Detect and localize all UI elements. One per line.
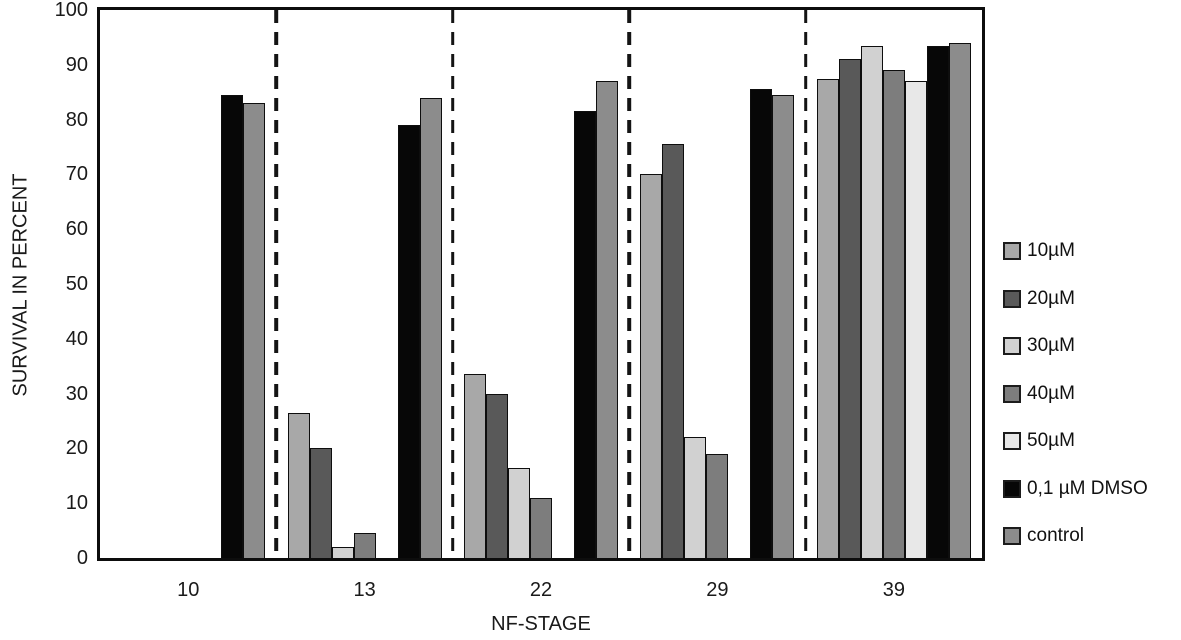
bar-group-stage-10 (100, 10, 276, 558)
legend-label: control (1027, 525, 1085, 546)
bar-control-stage-39 (948, 42, 971, 558)
group-separator-dashed-line (803, 10, 808, 558)
bar-0-1-m-dmso-stage-39 (926, 45, 949, 558)
plot-area (97, 7, 985, 561)
bar-control-stage-10 (243, 103, 266, 558)
legend-item-50-m: 50µM (1003, 430, 1148, 451)
x-tick-label-13: 13 (353, 579, 376, 601)
y-tick-label-10: 10 (65, 492, 88, 515)
bar-group-stage-39 (806, 10, 982, 558)
x-tick-label-39: 39 (882, 579, 905, 601)
bar-20-m-stage-22 (486, 393, 509, 558)
legend-item-control: control (1003, 525, 1148, 546)
bar-control-stage-13 (419, 97, 442, 558)
y-tick-label-60: 60 (65, 218, 88, 241)
x-tick-label-22: 22 (529, 579, 553, 601)
y-tick-label-20: 20 (65, 437, 88, 460)
bar-20-m-stage-39 (838, 59, 861, 558)
bar-20-m-stage-29 (662, 144, 685, 558)
x-tick-label-29: 29 (706, 579, 729, 601)
legend-label: 30µM (1027, 335, 1075, 356)
legend-label: 20µM (1027, 287, 1075, 309)
y-tick-label-30: 30 (65, 382, 88, 405)
bar-10-m-stage-13 (287, 412, 310, 558)
legend-item-20-m: 20µM (1003, 287, 1148, 309)
bar-40-m-stage-29 (706, 453, 729, 558)
bar-control-stage-22 (596, 81, 619, 558)
bar-0-1-m-dmso-stage-10 (221, 94, 244, 558)
bar-0-1-m-dmso-stage-13 (397, 125, 420, 558)
legend-label: 40µM (1027, 382, 1075, 404)
y-tick-label-100: 100 (54, 0, 88, 21)
group-separator-dashed-line (627, 10, 631, 558)
legend-label: 50µM (1027, 430, 1075, 451)
legend-swatch-icon (1003, 337, 1021, 355)
legend-swatch-icon (1003, 479, 1021, 498)
bar-30-m-stage-39 (860, 45, 883, 558)
legend-item-30-m: 30µM (1003, 335, 1148, 356)
legend-swatch-icon (1003, 384, 1021, 403)
bar-group-stage-29 (629, 10, 805, 558)
bar-40-m-stage-39 (882, 70, 905, 558)
bar-0-1-m-dmso-stage-29 (750, 89, 773, 558)
bar-30-m-stage-13 (331, 547, 354, 558)
legend-item-40-m: 40µM (1003, 382, 1148, 404)
legend-swatch-icon (1003, 527, 1021, 545)
legend-item-10-m: 10µM (1003, 240, 1148, 261)
bar-group-stage-13 (276, 10, 452, 558)
bar-40-m-stage-13 (353, 533, 376, 558)
bar-30-m-stage-29 (684, 437, 707, 558)
y-tick-label-70: 70 (65, 163, 88, 186)
legend-swatch-icon (1003, 432, 1021, 450)
bar-40-m-stage-22 (530, 497, 553, 558)
x-axis: 10 13 22 29 39 (100, 579, 982, 602)
bar-group-stage-22 (453, 10, 629, 558)
bar-20-m-stage-13 (309, 448, 332, 558)
x-tick-label-10: 10 (177, 579, 200, 601)
bar-10-m-stage-29 (640, 174, 663, 558)
bar-10-m-stage-22 (464, 374, 487, 558)
bar-10-m-stage-39 (816, 78, 839, 558)
bar-control-stage-29 (772, 94, 795, 558)
y-axis: 100 90 80 70 60 50 40 30 20 10 0 (0, 0, 88, 640)
legend-label: 10µM (1027, 240, 1075, 261)
y-tick-label-0: 0 (76, 547, 88, 569)
legend-item-0-1-m-dmso: 0,1 µM DMSO (1003, 477, 1148, 499)
bar-50-m-stage-39 (904, 81, 927, 558)
group-separator-dashed-line (274, 10, 279, 558)
legend: 10µM 20µM 30µM 40µM 50µM 0,1 µM DMSO control (1003, 240, 1148, 574)
legend-swatch-icon (1003, 289, 1021, 308)
bar-0-1-m-dmso-stage-22 (574, 111, 597, 558)
y-tick-label-90: 90 (65, 53, 88, 76)
x-axis-title: NF-STAGE (491, 613, 591, 635)
y-tick-label-80: 80 (65, 108, 88, 131)
y-tick-label-50: 50 (65, 273, 88, 295)
legend-swatch-icon (1003, 242, 1021, 260)
group-separator-dashed-line (451, 10, 455, 558)
bar-30-m-stage-22 (508, 467, 531, 558)
y-tick-label-40: 40 (65, 327, 88, 350)
legend-label: 0,1 µM DMSO (1027, 477, 1148, 499)
